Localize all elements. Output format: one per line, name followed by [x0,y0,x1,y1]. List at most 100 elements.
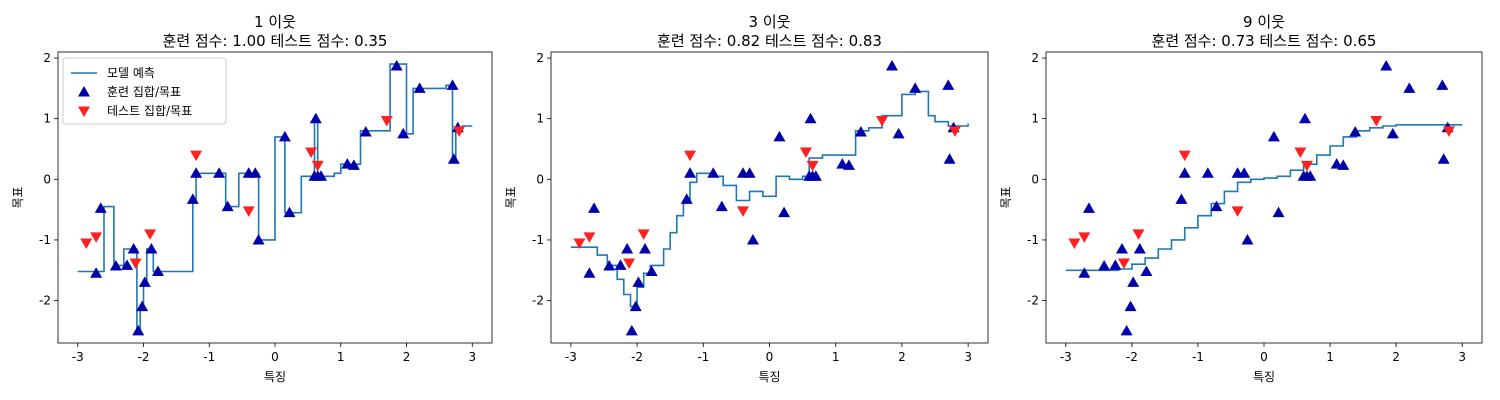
train-point [614,259,627,270]
y-tick-label: 2 [536,51,544,65]
train-point [90,267,103,278]
train-point [1115,243,1128,254]
x-tick-label: -3 [565,350,577,364]
train-point [390,59,403,71]
train-point [1380,59,1393,71]
subplot-subtitle: 훈련 점수: 0.82 테스트 점수: 0.83 [657,32,882,50]
train-point [1124,300,1137,312]
train-point [645,265,658,276]
subplot-title: 1 이웃 [254,13,296,31]
test-point [806,160,819,172]
x-tick-label: -3 [1060,350,1072,364]
test-point [1370,116,1383,127]
train-point [221,200,234,212]
test-point [876,116,889,127]
train-point [145,243,158,254]
x-tick-label: 0 [1260,350,1268,364]
y-axis-label: 목표 [11,186,25,208]
test-point [948,126,961,137]
train-point [397,127,410,139]
train-point [347,159,360,170]
train-point [1082,202,1095,213]
x-tick-label: 2 [898,350,906,364]
x-tick-label: 1 [337,350,345,364]
legend-box [62,57,227,125]
train-point [94,202,107,213]
train-point [1078,267,1091,278]
train-point [632,276,645,287]
model-prediction-line [1065,124,1463,272]
test-point [190,150,203,162]
plot-area [77,59,473,336]
train-point [1175,193,1188,204]
train-point [1210,200,1223,212]
y-tick-label: -1 [39,233,51,247]
test-point [1117,258,1130,269]
legend-test-swatch [78,106,90,117]
x-tick-label: 0 [271,350,279,364]
train-point [909,82,922,93]
train-point [1109,259,1122,270]
legend-label-prediction: 모델 예측 [107,66,155,80]
test-point [573,238,586,249]
train-point [1272,206,1285,218]
train-point [1298,112,1311,124]
train-point [186,193,199,204]
test-point [305,147,318,159]
y-tick-label: 1 [1031,112,1039,126]
train-point [138,276,151,287]
x-tick-label: -1 [697,350,709,364]
test-point [1078,232,1091,243]
test-point [1132,229,1145,240]
train-point [446,79,459,90]
test-point [1442,126,1455,137]
axes-frame [550,51,989,344]
test-point [583,232,596,243]
x-tick-label: 3 [1458,350,1466,364]
x-tick-label: 3 [964,350,972,364]
x-tick-label: 1 [1326,350,1334,364]
train-point [190,167,203,178]
model-prediction-line [570,90,969,308]
x-tick-label: -2 [138,350,150,364]
y-tick-label: 2 [43,51,51,65]
legend-label-test: 테스트 집합/목표 [107,104,192,118]
x-axis-label: 특징 [264,370,286,384]
train-point [1201,167,1214,178]
train-point [1178,167,1191,178]
x-tick-label: 1 [832,350,840,364]
train-point [121,259,134,270]
train-point [715,200,728,212]
train-point [583,267,596,278]
y-tick-label: 0 [43,172,51,186]
test-point [453,126,466,137]
y-tick-label: 0 [536,172,544,186]
train-point [309,112,322,124]
train-point [447,153,460,164]
train-point [684,167,697,178]
test-point [1068,238,1081,249]
y-tick-label: 1 [43,112,51,126]
train-point [1127,276,1140,287]
plot-area [1065,59,1463,336]
train-point [707,167,720,178]
train-point [892,127,905,139]
test-point [1294,147,1307,159]
test-point [129,258,142,269]
train-point [943,153,956,164]
y-tick-label: 0 [1031,172,1039,186]
x-tick-label: -3 [72,350,84,364]
train-point [136,300,149,312]
train-point [625,324,638,336]
train-point [413,82,426,93]
test-point [1300,160,1313,172]
train-point [639,243,652,254]
train-point [1238,167,1251,178]
y-tick-label: -1 [532,233,544,247]
x-tick-label: 2 [403,350,411,364]
train-point [1386,127,1399,139]
train-point [109,260,122,271]
train-point [809,170,822,181]
